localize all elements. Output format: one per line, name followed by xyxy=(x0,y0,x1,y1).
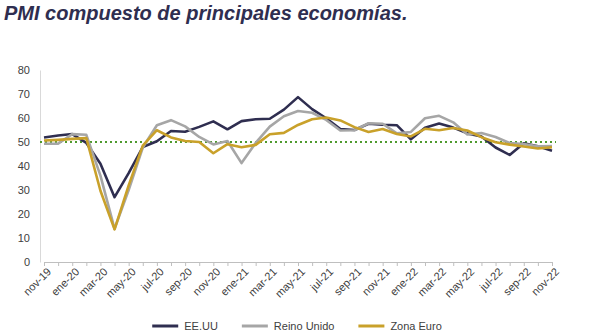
x-tick-mark xyxy=(171,262,172,266)
x-tick-label: ene-20 xyxy=(49,265,82,298)
x-tick: ene-22 xyxy=(387,262,420,298)
x-tick-label: nov-21 xyxy=(360,265,392,297)
title: PMI compuesto de principales economías. xyxy=(4,2,407,24)
x-tick xyxy=(256,262,257,266)
x-tick-mark xyxy=(340,262,341,266)
x-tick-label: may-22 xyxy=(442,265,476,299)
x-tick: sep-21 xyxy=(331,262,363,298)
x-tick-mark xyxy=(58,262,59,266)
y-axis-line xyxy=(40,71,41,263)
x-tick xyxy=(340,262,341,266)
x-tick-mark xyxy=(86,262,87,266)
y-tick-label: 10 xyxy=(18,232,30,244)
y-tick-label: 0 xyxy=(24,256,30,268)
x-tick-label: ene-21 xyxy=(218,265,251,298)
reference-line xyxy=(40,141,556,143)
x-tick-mark xyxy=(227,262,228,266)
legend-item: EE.UU xyxy=(152,320,218,332)
y-tick-label: 20 xyxy=(18,208,30,220)
legend-label: Reino Unido xyxy=(274,320,335,332)
x-tick-mark xyxy=(115,262,116,266)
x-tick-label: may-20 xyxy=(103,265,137,299)
x-tick: may-21 xyxy=(273,262,307,300)
x-tick-label: nov-20 xyxy=(190,265,222,297)
x-tick-mark xyxy=(256,262,257,266)
x-tick: nov-21 xyxy=(360,262,392,298)
y-tick-label: 30 xyxy=(18,184,30,196)
x-tick xyxy=(58,262,59,266)
y-tick: 10 xyxy=(18,232,40,244)
x-tick-mark xyxy=(397,262,398,266)
y-tick-label: 60 xyxy=(18,112,30,124)
plot-area xyxy=(40,97,556,229)
legend-label: EE.UU xyxy=(184,320,218,332)
x-tick-label: may-21 xyxy=(273,265,307,299)
y-tick: 30 xyxy=(18,184,40,196)
legend: EE.UU Reino Unido Zona Euro xyxy=(152,320,442,332)
x-tick-mark xyxy=(143,262,144,266)
y-tick: 50 xyxy=(18,136,40,148)
x-tick-label: sep-21 xyxy=(331,265,363,297)
x-tick xyxy=(453,262,454,266)
series-line xyxy=(44,118,552,230)
x-tick xyxy=(481,262,482,266)
x-tick-mark xyxy=(312,262,313,266)
x-tick-mark xyxy=(538,262,539,266)
x-tick xyxy=(369,262,370,266)
x-tick: may-22 xyxy=(442,262,476,300)
x-tick xyxy=(227,262,228,266)
y-tick: 0 xyxy=(24,256,40,268)
x-tick: nov-20 xyxy=(190,262,222,298)
legend-swatch xyxy=(358,325,384,328)
x-tick xyxy=(115,262,116,266)
legend-swatch xyxy=(242,325,268,328)
x-tick xyxy=(510,262,511,266)
y-tick: 40 xyxy=(18,160,40,172)
x-tick xyxy=(425,262,426,266)
x-tick: nov-19 xyxy=(21,262,53,298)
y-tick-label: 80 xyxy=(18,64,30,76)
y-tick: 80 xyxy=(18,64,40,76)
x-axis: nov-19ene-20mar-20may-20jul-20sep-20nov-… xyxy=(21,262,561,300)
x-tick: ene-21 xyxy=(218,262,251,298)
x-tick xyxy=(538,262,539,266)
x-tick xyxy=(143,262,144,266)
y-tick-label: 40 xyxy=(18,160,30,172)
x-tick: sep-20 xyxy=(162,262,194,298)
x-tick-label: sep-22 xyxy=(501,265,533,297)
x-tick xyxy=(199,262,200,266)
x-tick xyxy=(171,262,172,266)
x-tick-label: sep-20 xyxy=(162,265,194,297)
legend-item: Zona Euro xyxy=(358,320,441,332)
y-tick-label: 70 xyxy=(18,88,30,100)
x-tick-label: ene-22 xyxy=(387,265,420,298)
legend-swatch xyxy=(152,325,178,328)
y-tick: 20 xyxy=(18,208,40,220)
x-tick-mark xyxy=(425,262,426,266)
x-tick: nov-22 xyxy=(529,262,561,298)
series-line xyxy=(44,111,552,229)
legend-label: Zona Euro xyxy=(390,320,441,332)
legend-item: Reino Unido xyxy=(242,320,335,332)
x-tick xyxy=(397,262,398,266)
y-tick: 70 xyxy=(18,88,40,100)
x-tick xyxy=(86,262,87,266)
x-tick xyxy=(312,262,313,266)
x-tick xyxy=(284,262,285,266)
y-tick-label: 50 xyxy=(18,136,30,148)
chart: PMI compuesto de principales economías. 0… xyxy=(0,0,594,335)
x-tick-mark xyxy=(369,262,370,266)
x-tick-mark xyxy=(481,262,482,266)
x-tick-label: nov-19 xyxy=(21,265,53,297)
x-tick-mark xyxy=(199,262,200,266)
y-tick: 60 xyxy=(18,112,40,124)
x-tick-mark xyxy=(510,262,511,266)
x-tick: sep-22 xyxy=(501,262,533,298)
x-tick-label: nov-22 xyxy=(529,265,561,297)
x-tick-mark xyxy=(453,262,454,266)
x-tick: may-20 xyxy=(103,262,137,300)
x-tick: ene-20 xyxy=(49,262,82,298)
x-tick-mark xyxy=(284,262,285,266)
y-axis: 0 10 20 30 40 50 60 70 80 xyxy=(18,64,41,268)
